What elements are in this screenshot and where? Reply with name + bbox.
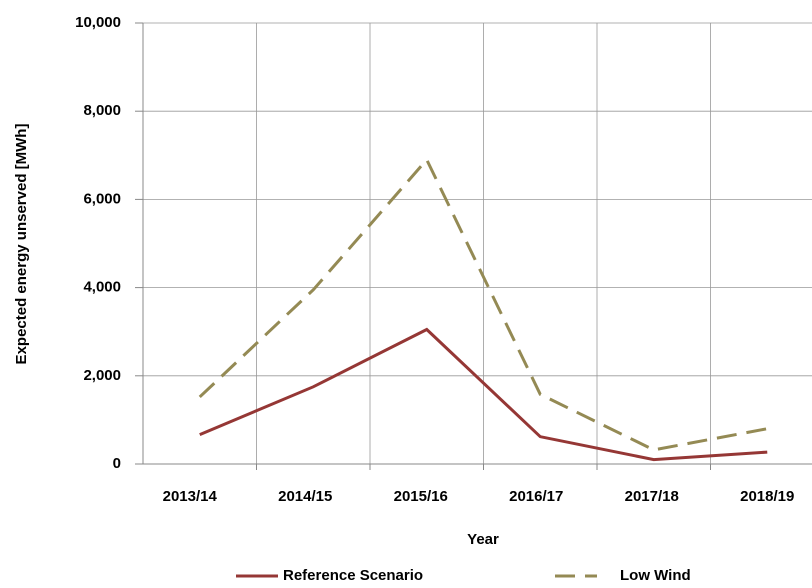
series-line bbox=[199, 327, 768, 462]
x-tick-label: 2013/14 bbox=[163, 488, 218, 505]
series-line bbox=[198, 157, 768, 452]
x-axis-title: Year bbox=[467, 531, 499, 548]
x-tick-label: 2015/16 bbox=[394, 488, 448, 505]
y-tick-label: 6,000 bbox=[83, 190, 121, 207]
x-tick-label: 2014/15 bbox=[278, 488, 332, 505]
y-tick-label: 10,000 bbox=[75, 14, 121, 31]
x-tick-label: 2016/17 bbox=[509, 488, 563, 505]
y-axis-title: Expected energy unserved [MWh] bbox=[13, 124, 30, 365]
y-tick-label: 8,000 bbox=[83, 102, 121, 119]
y-tick-label: 2,000 bbox=[83, 367, 121, 384]
y-tick-label: 0 bbox=[113, 455, 121, 472]
legend-label: Reference Scenario bbox=[283, 567, 423, 584]
legend-label: Low Wind bbox=[620, 567, 691, 584]
y-tick-label: 4,000 bbox=[83, 279, 121, 296]
x-tick-label: 2017/18 bbox=[625, 488, 679, 505]
x-tick-label: 2018/19 bbox=[740, 488, 794, 505]
